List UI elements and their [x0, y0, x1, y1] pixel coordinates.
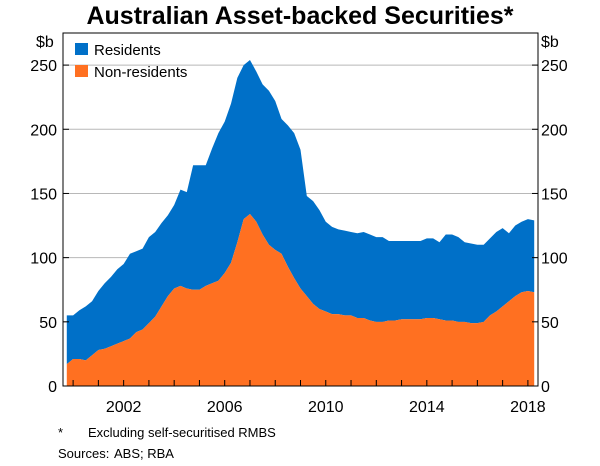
ytick-label-right-250: 250	[541, 58, 568, 75]
axis-ticks: 0 0 50 50 100 100 150 150 200 200 250 250 2002 2006 20…	[30, 58, 568, 416]
legend: Residents Non-residents	[75, 42, 187, 81]
xtick-label-2002: 2002	[106, 399, 142, 416]
footnote-text: Excluding self-securitised RMBS	[88, 425, 276, 440]
xtick-label-2006: 2006	[207, 399, 243, 416]
chart-title: Australian Asset-backed Securities*	[86, 2, 514, 30]
sources-text: ABS; RBA	[114, 446, 174, 461]
ytick-label-right-50: 50	[541, 315, 559, 332]
xtick-label-2010: 2010	[308, 399, 344, 416]
legend-swatch-residents	[75, 43, 88, 55]
sources: Sources: ABS; RBA	[58, 446, 174, 461]
ytick-label-left-150: 150	[30, 186, 57, 203]
ytick-label-right-200: 200	[541, 122, 568, 139]
ytick-label-left-50: 50	[39, 315, 57, 332]
legend-label-non-residents: Non-residents	[94, 64, 187, 81]
ytick-label-left-200: 200	[30, 122, 57, 139]
right-axis-unit: $b	[541, 34, 559, 51]
ytick-label-left-250: 250	[30, 58, 57, 75]
ytick-label-left-100: 100	[30, 251, 57, 268]
ytick-label-right-150: 150	[541, 186, 568, 203]
footnote-mark: *	[58, 425, 64, 440]
sources-label: Sources:	[58, 446, 110, 461]
left-axis-unit: $b	[36, 34, 54, 51]
legend-swatch-non-residents	[75, 65, 88, 77]
xtick-label-2014: 2014	[409, 399, 445, 416]
ytick-label-right-100: 100	[541, 251, 568, 268]
footnote: * Excluding self-securitised RMBS	[58, 425, 276, 440]
area-non-residents	[66, 213, 535, 386]
ytick-label-right-0: 0	[541, 379, 550, 396]
ytick-label-left-0: 0	[48, 379, 57, 396]
legend-label-residents: Residents	[94, 42, 161, 59]
xtick-label-2018: 2018	[510, 399, 546, 416]
area-residents	[66, 59, 535, 365]
area-series	[66, 59, 535, 386]
